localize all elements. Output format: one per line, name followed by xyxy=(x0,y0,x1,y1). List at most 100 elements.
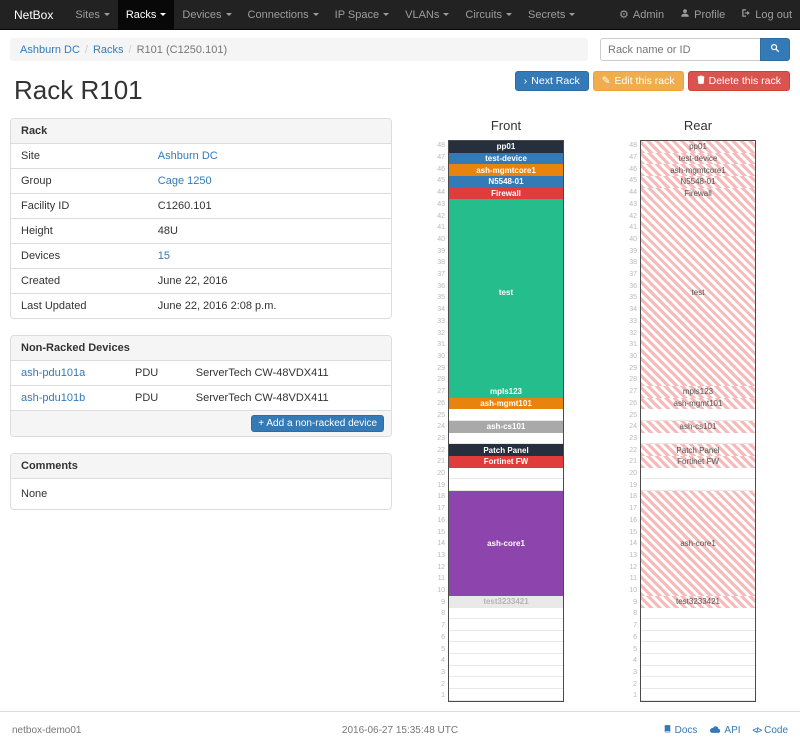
nav-item-label: Racks xyxy=(125,8,157,21)
rack-device-rear[interactable]: pp01 xyxy=(641,141,755,153)
attr-value: June 22, 2016 2:08 p.m. xyxy=(147,293,391,318)
attr-value-link[interactable]: Cage 1250 xyxy=(157,175,212,187)
nav-item-ip-space[interactable]: IP Space xyxy=(327,0,397,29)
unit-number: 47 xyxy=(437,154,445,162)
rack-device-rear[interactable]: Firewall xyxy=(641,187,755,200)
nav-item-devices[interactable]: Devices xyxy=(174,0,239,29)
plus-icon: + xyxy=(258,418,265,429)
unit-number: 19 xyxy=(437,481,445,489)
rack-device-rear[interactable]: ash-core1 xyxy=(641,491,755,596)
nav-item-label: IP Space xyxy=(334,8,380,21)
code-link[interactable]: </> Code xyxy=(753,724,788,737)
delete-rack-button[interactable]: Delete this rack xyxy=(687,71,790,91)
nav-item-sites[interactable]: Sites xyxy=(67,0,117,29)
attr-value: 15 xyxy=(147,243,391,269)
rack-device-rear[interactable]: ash-mgmt101 xyxy=(641,397,755,410)
nav-item-vlans[interactable]: VLANs xyxy=(397,0,457,29)
rear-unit-numbers: 48 47 46 45 44 43 42 41 40 39 38 37 36 35 34 33 32 31 30 29… xyxy=(626,140,640,702)
rack-device-rear[interactable]: Fortinet FW xyxy=(641,456,755,468)
rack-device-front[interactable]: ash-core1 xyxy=(449,491,563,596)
edit-rack-button[interactable]: ✎ Edit this rack xyxy=(592,71,684,91)
docs-link[interactable]: Docs xyxy=(663,724,697,737)
rack-unit-slot xyxy=(449,689,563,701)
rack-device-front[interactable]: pp01 xyxy=(449,141,563,153)
attr-value: Cage 1250 xyxy=(147,168,391,194)
nav-logout[interactable]: Log out xyxy=(733,0,800,29)
rack-info-table: Site Ashburn DC Group Cage 1250 Facility ID C… xyxy=(11,144,391,318)
breadcrumb: Ashburn DC / Racks / R101 (C1250.101) xyxy=(10,38,588,61)
api-link[interactable]: API xyxy=(709,724,741,737)
nav-profile[interactable]: Profile xyxy=(672,0,733,29)
rack-device-front[interactable]: N5548-01 xyxy=(449,176,563,188)
next-rack-button[interactable]: › Next Rack xyxy=(514,71,589,91)
attr-label: Height xyxy=(11,218,148,244)
nav-admin[interactable]: ⚙ Admin xyxy=(611,0,672,29)
nav-item-connections[interactable]: Connections xyxy=(240,0,327,29)
rack-info-row: Group Cage 1250 xyxy=(11,168,391,194)
caret-down-icon xyxy=(569,13,576,16)
attr-value-link[interactable]: 15 xyxy=(157,250,171,262)
rack-device-rear[interactable]: test3233421 xyxy=(641,596,755,608)
nav-item-racks[interactable]: Racks xyxy=(117,0,175,29)
attr-value: 48U xyxy=(147,218,391,244)
unit-number: 2 xyxy=(441,680,445,688)
unit-number: 23 xyxy=(629,434,637,442)
rack-device-front[interactable]: Firewall xyxy=(449,187,563,200)
nav-item-circuits[interactable]: Circuits xyxy=(457,0,520,29)
attr-value-link[interactable]: Ashburn DC xyxy=(157,150,218,162)
unit-number: 40 xyxy=(437,235,445,243)
unit-number: 47 xyxy=(629,154,637,162)
rack-unit-slot xyxy=(641,689,755,701)
comments-panel: Comments None xyxy=(10,453,392,510)
add-non-racked-button[interactable]: + Add a non-racked device xyxy=(251,415,384,432)
attr-value: June 22, 2016 xyxy=(147,268,391,294)
search-button[interactable] xyxy=(760,38,790,61)
rack-device-front[interactable]: Fortinet FW xyxy=(449,456,563,468)
rack-device-rear[interactable]: N5548-01 xyxy=(641,176,755,188)
unit-number: 44 xyxy=(629,189,637,197)
unit-number: 4 xyxy=(633,657,637,665)
nav-item-label: Devices xyxy=(182,8,222,21)
device-name-link[interactable]: ash-pdu101b xyxy=(21,392,86,404)
rack-device-front[interactable]: ash-mgmt101 xyxy=(449,397,563,410)
unit-number: 48 xyxy=(629,142,637,150)
search-input[interactable] xyxy=(600,38,760,61)
unit-number: 40 xyxy=(629,235,637,243)
unit-number: 45 xyxy=(437,177,445,185)
breadcrumb-link[interactable]: Racks xyxy=(92,43,124,56)
footer-timestamp: 2016-06-27 15:35:48 UTC xyxy=(341,725,459,736)
attr-value: Ashburn DC xyxy=(148,144,391,169)
rack-device-front[interactable]: test-device xyxy=(449,152,563,165)
rack-device-front[interactable]: ash-cs101 xyxy=(449,421,563,433)
unit-number: 16 xyxy=(629,516,637,524)
action-buttons: › Next Rack ✎ Edit this rack Delete this… xyxy=(514,71,790,91)
unit-number: 11 xyxy=(437,575,445,583)
rack-device-front[interactable]: ash-mgmtcore1 xyxy=(449,164,563,176)
attr-label: Devices xyxy=(11,243,148,269)
page-footer: netbox-demo01 2016-06-27 15:35:48 UTC Do… xyxy=(0,711,800,753)
unit-number: 33 xyxy=(629,317,637,325)
brand-logo[interactable]: NetBox xyxy=(14,8,54,22)
rack-device-rear[interactable]: test xyxy=(641,199,755,386)
rack-device-front[interactable]: test3233421 xyxy=(449,596,563,608)
nav-item-secrets[interactable]: Secrets xyxy=(520,0,583,29)
unit-number: 34 xyxy=(437,306,445,314)
rack-device-rear[interactable]: Patch Panel xyxy=(641,444,755,456)
comments-heading: Comments xyxy=(11,454,391,479)
caret-down-icon xyxy=(383,13,390,16)
unit-number: 7 xyxy=(633,622,637,630)
top-navbar: NetBox Sites Racks Devices Connections IP Sp… xyxy=(0,0,800,30)
rack-unit-slot xyxy=(449,631,563,643)
rack-device-rear[interactable]: mpls123 xyxy=(641,386,755,398)
device-type-cell: ServerTech CW-48VDX411 xyxy=(195,367,329,379)
breadcrumb-link[interactable]: Ashburn DC xyxy=(20,43,80,56)
rack-device-rear[interactable]: ash-mgmtcore1 xyxy=(641,164,755,176)
rack-device-front[interactable]: mpls123 xyxy=(449,386,563,398)
rack-device-front[interactable]: test xyxy=(449,199,563,386)
unit-number: 35 xyxy=(437,294,445,302)
device-role-cell: PDU xyxy=(135,367,159,379)
rack-device-rear[interactable]: test-device xyxy=(641,152,755,165)
rack-device-rear[interactable]: ash-cs101 xyxy=(641,421,755,433)
rack-device-front[interactable]: Patch Panel xyxy=(449,444,563,456)
device-name-link[interactable]: ash-pdu101a xyxy=(21,367,86,379)
